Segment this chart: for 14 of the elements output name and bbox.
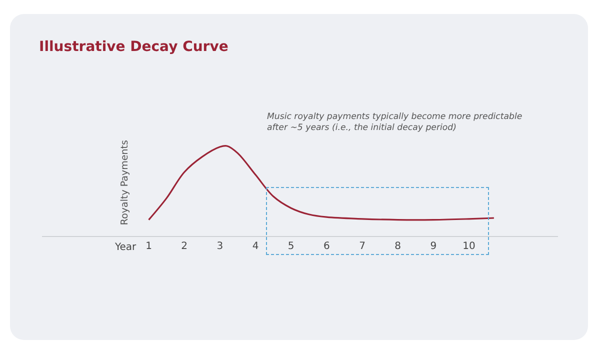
x-tick-label: 10 bbox=[462, 241, 476, 252]
x-tick-label: 4 bbox=[252, 241, 259, 252]
chart-title: Illustrative Decay Curve bbox=[39, 39, 228, 56]
x-tick-label: 1 bbox=[146, 241, 152, 252]
x-tick-label: 7 bbox=[359, 241, 366, 252]
x-tick-label: 2 bbox=[181, 241, 188, 252]
x-tick-label: 5 bbox=[288, 241, 294, 252]
x-tick-label: 9 bbox=[430, 241, 437, 252]
x-axis-title: Year bbox=[114, 242, 138, 253]
x-tick-label: 8 bbox=[394, 241, 402, 252]
x-tick-label: 6 bbox=[324, 241, 330, 252]
y-axis-title: Royalty Payments bbox=[120, 140, 131, 226]
text: Music royalty payments typically become more predictable after ~5 years (i.e., the initial decay period) bbox=[267, 112, 522, 134]
x-tick-label: 3 bbox=[216, 241, 224, 252]
